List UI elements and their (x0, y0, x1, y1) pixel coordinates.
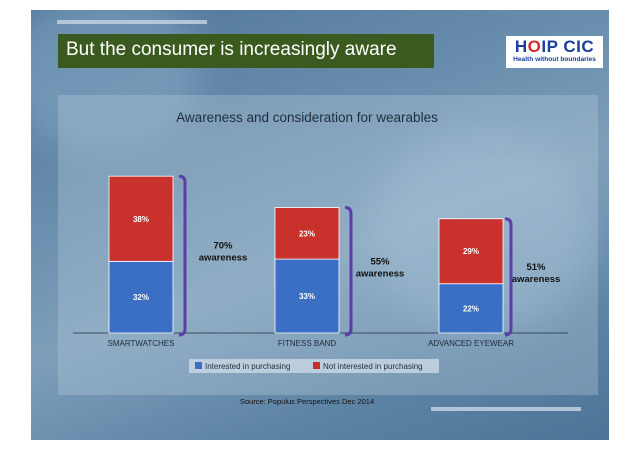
decorative-line-top (57, 20, 207, 24)
bar-not-interested-1 (108, 175, 174, 262)
bar-interested-3 (438, 283, 504, 334)
bar-interested-1 (108, 260, 174, 334)
logo-name-rest: IP CIC (541, 37, 595, 56)
bar-label-not-interested-3: 29% (463, 247, 479, 256)
source-note: Source: Populus Perspectives Dec 2014 (240, 397, 374, 406)
legend-swatch-not-interested (313, 362, 320, 369)
hoip-cic-logo: HOIP CIC Health without boundaries (506, 36, 603, 68)
legend-swatch-interested (195, 362, 202, 369)
category-label-3: ADVANCED EYEWEAR (428, 339, 514, 348)
bar-label-interested-3: 22% (463, 304, 479, 313)
legend: Interested in purchasing Not interested i… (189, 359, 439, 373)
category-label-2: FITNESS BAND (278, 339, 336, 348)
bar-not-interested-3 (438, 218, 504, 285)
awareness-percent-1: 70% (213, 241, 233, 252)
wearables-chart: Awareness and consideration for wearable… (58, 95, 598, 406)
decorative-line-bottom (431, 407, 581, 411)
category-label-1: SMARTWATCHES (108, 339, 175, 348)
logo-name-h: H (514, 37, 528, 56)
logo-name: HOIP CIC (506, 37, 603, 57)
legend-label-interested: Interested in purchasing (205, 362, 290, 371)
awareness-bracket-1 (178, 174, 187, 337)
bars: 32%38%70%awarenessSMARTWATCHES33%23%55%a… (108, 174, 561, 348)
awareness-label-2: awareness (356, 268, 405, 279)
bar-label-not-interested-1: 38% (133, 215, 149, 224)
awareness-label-1: awareness (199, 253, 248, 264)
awareness-percent-2: 55% (370, 256, 390, 267)
bar-label-interested-2: 33% (299, 292, 315, 301)
awareness-bracket-3 (504, 217, 513, 337)
bar-label-not-interested-2: 23% (299, 229, 315, 238)
chart-title: Awareness and consideration for wearable… (176, 110, 438, 125)
logo-name-o: O (527, 37, 542, 56)
logo-tagline: Health without boundaries (513, 56, 596, 63)
slide: But the consumer is increasingly aware H… (31, 10, 609, 440)
title-bar: But the consumer is increasingly aware (58, 34, 434, 68)
awareness-bracket-2 (344, 206, 353, 337)
slide-title: But the consumer is increasingly aware (66, 39, 397, 60)
bar-label-interested-1: 32% (133, 293, 149, 302)
legend-label-not-interested: Not interested in purchasing (323, 362, 423, 371)
bar-not-interested-2 (274, 207, 340, 260)
awareness-label-3: awareness (512, 274, 561, 285)
awareness-percent-3: 51% (526, 262, 546, 273)
